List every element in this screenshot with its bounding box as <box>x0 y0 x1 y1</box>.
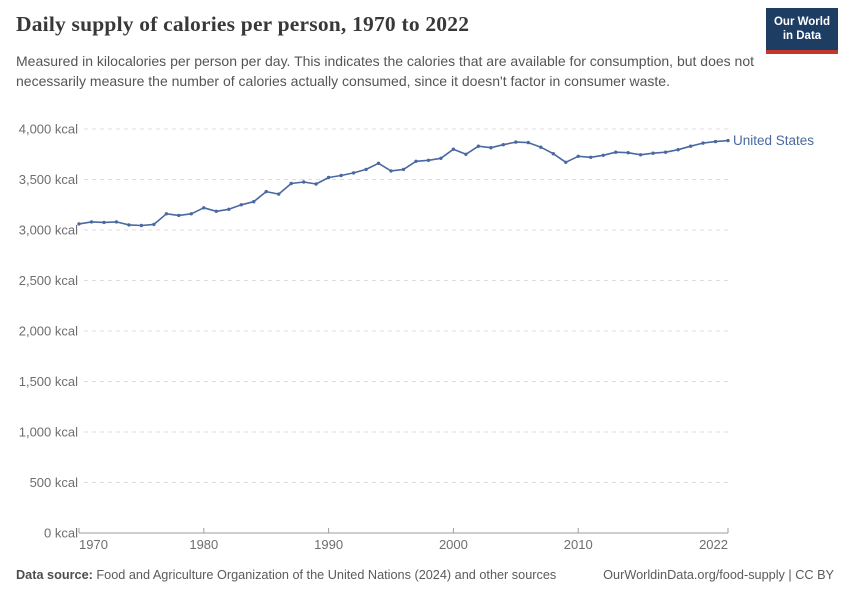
y-axis-tick-label: 500 kcal <box>30 475 79 490</box>
data-point[interactable] <box>302 180 306 184</box>
data-point[interactable] <box>489 146 493 150</box>
owid-logo-red-bar <box>766 49 838 54</box>
data-point[interactable] <box>77 222 81 226</box>
data-point[interactable] <box>114 220 119 224</box>
y-axis-tick-label: 0 kcal <box>44 526 78 541</box>
chart-title: Daily supply of calories per person, 197… <box>16 12 470 36</box>
data-point[interactable] <box>289 181 293 186</box>
data-point[interactable] <box>252 200 256 204</box>
x-axis-tick-label: 1970 <box>79 537 108 552</box>
data-point[interactable] <box>726 138 730 143</box>
y-axis-tick-label: 1,500 kcal <box>19 374 78 389</box>
y-axis-tick-label: 2,000 kcal <box>19 324 78 339</box>
x-axis-tick-label: 2022 <box>699 537 728 552</box>
y-axis-tick-label: 1,000 kcal <box>19 425 78 440</box>
data-source-label: Data source: <box>16 568 93 582</box>
data-point[interactable] <box>414 159 418 163</box>
data-point[interactable] <box>501 143 505 147</box>
data-point[interactable] <box>314 182 318 186</box>
data-point[interactable] <box>451 147 456 151</box>
x-axis-tick-label: 1980 <box>189 537 218 552</box>
data-point[interactable] <box>389 169 393 173</box>
data-point[interactable] <box>164 212 169 216</box>
owid-logo-line1: Our World <box>773 16 830 28</box>
data-point[interactable] <box>351 171 356 175</box>
data-point[interactable] <box>339 173 343 178</box>
owid-logo-box: Our World in Data <box>766 8 838 50</box>
data-point[interactable] <box>177 213 181 218</box>
data-point[interactable] <box>152 222 156 227</box>
data-point[interactable] <box>626 151 630 155</box>
chart-footer: Data source: Food and Agriculture Organi… <box>16 568 834 582</box>
data-point[interactable] <box>464 152 468 156</box>
data-source-text: Food and Agriculture Organization of the… <box>92 568 557 582</box>
data-point[interactable] <box>89 220 94 224</box>
data-point[interactable] <box>376 161 381 165</box>
y-axis-tick-label: 2,500 kcal <box>19 273 78 288</box>
owid-logo[interactable]: Our World in Data <box>766 8 838 54</box>
data-point[interactable] <box>688 144 693 148</box>
data-point[interactable] <box>601 153 605 157</box>
data-point[interactable] <box>102 220 106 225</box>
data-source-note: Data source: Food and Agriculture Organi… <box>16 568 556 582</box>
x-axis-tick-label: 1990 <box>314 537 343 552</box>
y-axis-tick-label: 3,500 kcal <box>19 172 78 187</box>
data-point[interactable] <box>514 140 518 144</box>
y-axis-tick-label: 3,000 kcal <box>19 223 78 238</box>
data-point[interactable] <box>551 152 555 156</box>
data-point[interactable] <box>277 192 281 196</box>
x-axis-tick-label: 2010 <box>564 537 593 552</box>
data-point[interactable] <box>439 156 443 160</box>
data-point[interactable] <box>227 207 231 211</box>
owid-logo-line2: in Data <box>782 30 822 43</box>
series-line[interactable] <box>78 139 729 227</box>
data-point[interactable] <box>239 203 243 207</box>
data-point[interactable] <box>264 189 268 194</box>
y-axis-tick-label: 4,000 kcal <box>19 122 78 137</box>
data-point[interactable] <box>576 154 580 158</box>
data-point[interactable] <box>713 139 718 144</box>
data-point[interactable] <box>326 175 331 180</box>
data-point[interactable] <box>364 167 368 172</box>
data-point[interactable] <box>676 148 680 152</box>
data-point[interactable] <box>426 158 431 162</box>
data-point[interactable] <box>589 155 593 159</box>
chart-canvas: 0 kcal 500 kcal 1,000 kcal 1,500 kcal 2,000 … <box>19 122 815 553</box>
data-point[interactable] <box>701 141 705 145</box>
data-point[interactable] <box>663 150 668 154</box>
data-point[interactable] <box>127 223 131 227</box>
owid-url-license-link[interactable]: OurWorldinData.org/food-supply | CC BY <box>603 568 834 582</box>
x-axis-tick-label: 2000 <box>439 537 468 552</box>
data-point[interactable] <box>202 206 206 210</box>
data-point[interactable] <box>139 223 144 228</box>
data-point[interactable] <box>476 144 481 148</box>
chart-subtitle: Measured in kilocalories per person per … <box>16 53 755 89</box>
data-point[interactable] <box>214 209 218 213</box>
data-point[interactable] <box>651 151 655 155</box>
data-point[interactable] <box>401 167 406 172</box>
data-point[interactable] <box>539 145 543 149</box>
data-point[interactable] <box>526 140 530 145</box>
data-point[interactable] <box>189 212 193 216</box>
data-point[interactable] <box>614 150 618 154</box>
data-point[interactable] <box>564 160 568 164</box>
series-label[interactable]: United States <box>733 133 814 148</box>
data-point[interactable] <box>638 153 643 157</box>
